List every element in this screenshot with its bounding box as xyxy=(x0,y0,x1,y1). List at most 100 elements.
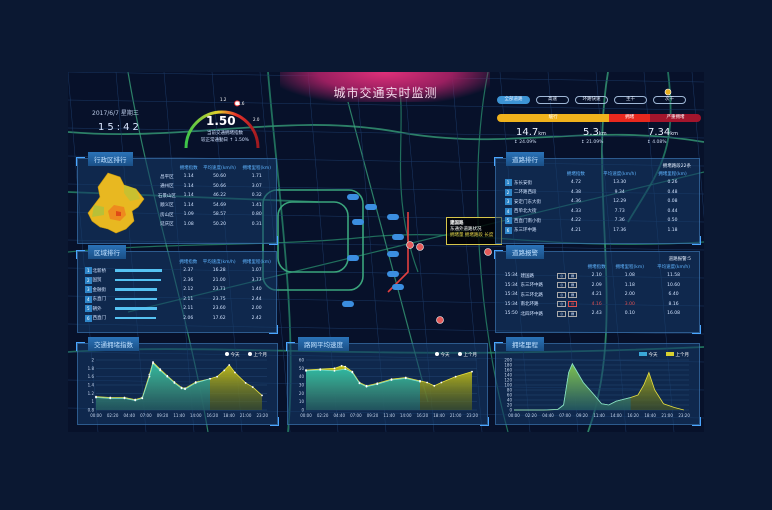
legend-item[interactable]: 今天 xyxy=(224,352,240,358)
table-row[interactable]: 通州区 1.14 50.66 3.07 xyxy=(156,182,274,192)
data-point[interactable] xyxy=(340,364,343,367)
table-row[interactable]: 15:34 东三环北路 ◎ ▤ 4.21 2.00 6.40 xyxy=(502,290,697,300)
data-point[interactable] xyxy=(419,380,421,383)
data-point[interactable] xyxy=(159,369,162,372)
map-alert-marker[interactable] xyxy=(484,248,492,256)
camera-icon[interactable]: ◎ xyxy=(557,291,567,298)
map-speed-marker[interactable] xyxy=(352,219,364,225)
tab-ring-express[interactable]: 环路快速 xyxy=(575,96,608,104)
alert-icon[interactable]: ▤ xyxy=(568,282,578,289)
data-point[interactable] xyxy=(228,364,231,366)
table-row[interactable]: 3 安定门东大街 4.36 12.29 0.08 xyxy=(502,197,697,207)
map-speed-marker[interactable] xyxy=(392,284,404,290)
table-row[interactable]: 1 北新桥 2.37 16.28 1.07 xyxy=(84,266,274,276)
data-point[interactable] xyxy=(333,369,336,372)
map-alert-marker[interactable] xyxy=(664,88,672,96)
data-point[interactable] xyxy=(344,365,347,368)
camera-icon[interactable]: ◎ xyxy=(557,301,567,308)
data-point[interactable] xyxy=(184,388,186,391)
table-row[interactable]: 2 二环路西段 4.38 9.34 0.48 xyxy=(502,188,697,198)
table-row[interactable]: 房山区 1.09 58.57 0.80 xyxy=(156,210,274,220)
table-row[interactable]: 5 西直门南小街 4.22 7.36 0.50 xyxy=(502,216,697,226)
table-row[interactable]: 石景山区 1.14 46.22 0.32 xyxy=(156,191,274,201)
table-row[interactable]: 15:34 东三环中路 ◎ ▤ 2.09 1.18 10.60 xyxy=(502,281,697,291)
data-point[interactable] xyxy=(134,399,137,402)
data-point[interactable] xyxy=(404,377,407,380)
data-point[interactable] xyxy=(305,369,307,372)
data-point[interactable] xyxy=(376,383,379,386)
data-point[interactable] xyxy=(209,377,211,380)
table-row[interactable]: 3 金融街 2.12 23.71 1.40 xyxy=(84,285,274,295)
data-point[interactable] xyxy=(123,397,126,400)
data-point[interactable] xyxy=(319,369,322,371)
table-row[interactable]: 4 西单北大街 4.33 7.73 0.44 xyxy=(502,207,697,217)
table-row[interactable]: 4 东直门 2.11 23.75 2.44 xyxy=(84,295,274,305)
tab-arterial[interactable]: 主干 xyxy=(614,96,647,104)
map-alert-marker[interactable] xyxy=(416,243,424,251)
camera-icon[interactable]: ◎ xyxy=(557,310,567,317)
map-speed-marker[interactable] xyxy=(347,194,359,200)
data-point[interactable] xyxy=(173,382,176,384)
data-point[interactable] xyxy=(194,382,197,384)
legend-item[interactable]: 今天 xyxy=(638,352,658,358)
camera-icon[interactable]: ◎ xyxy=(557,272,567,279)
table-row[interactable]: 1 东长安街 4.72 13.30 0.26 xyxy=(502,178,697,188)
table-row[interactable]: 延庆区 1.08 50.20 0.31 xyxy=(156,220,274,230)
legend-item[interactable]: 上个月 xyxy=(457,352,477,358)
tab-highway[interactable]: 高速 xyxy=(536,96,569,104)
map-speed-marker[interactable] xyxy=(387,251,399,257)
legend-item[interactable]: 上个月 xyxy=(247,352,267,358)
data-point[interactable] xyxy=(216,375,219,378)
data-point[interactable] xyxy=(251,386,254,388)
data-point[interactable] xyxy=(433,384,436,387)
tab-secondary[interactable]: 次干 xyxy=(653,96,686,104)
map-speed-marker[interactable] xyxy=(387,214,399,220)
map-alert-marker[interactable] xyxy=(406,241,414,249)
map-speed-marker[interactable] xyxy=(392,234,404,240)
data-point[interactable] xyxy=(471,370,473,373)
table-row[interactable]: 顺义区 1.14 54.69 1.41 xyxy=(156,201,274,211)
data-point[interactable] xyxy=(148,375,151,378)
data-point[interactable] xyxy=(152,362,154,365)
map-alert-marker[interactable] xyxy=(436,316,444,324)
table-row[interactable]: 6 东三环中路 4.21 17.36 1.18 xyxy=(502,226,697,236)
alert-icon[interactable]: ▤ xyxy=(568,301,578,308)
data-point[interactable] xyxy=(261,394,263,397)
data-point[interactable] xyxy=(244,382,247,384)
data-point[interactable] xyxy=(454,375,457,378)
legend-item[interactable]: 今天 xyxy=(434,352,450,358)
data-point[interactable] xyxy=(365,385,368,388)
table-row[interactable]: 15:34 南北环路 ◎ ▤ 4.16 3.00 8.16 xyxy=(502,300,697,310)
alert-icon[interactable]: ▤ xyxy=(568,310,578,317)
data-point[interactable] xyxy=(152,361,154,363)
data-point[interactable] xyxy=(166,375,169,378)
legend-item[interactable]: 上个月 xyxy=(665,352,689,358)
data-point[interactable] xyxy=(426,381,429,384)
data-point[interactable] xyxy=(109,397,112,400)
data-point[interactable] xyxy=(223,369,226,372)
data-point[interactable] xyxy=(344,368,347,371)
table-row[interactable]: 6 西直门 2.06 17.62 2.42 xyxy=(84,314,274,324)
table-row[interactable]: 昌平区 1.14 50.60 1.71 xyxy=(156,172,274,182)
tab-all-roads[interactable]: 全部道路 xyxy=(497,96,530,104)
data-point[interactable] xyxy=(141,397,144,400)
table-row[interactable]: 5 朝外 2.11 23.60 2.00 xyxy=(84,304,274,314)
table-row[interactable]: 15:50 北四环中路 ◎ ▤ 2.43 0.10 16.08 xyxy=(502,309,697,319)
alert-icon[interactable]: ▤ xyxy=(568,291,578,298)
data-point[interactable] xyxy=(390,379,393,381)
data-point[interactable] xyxy=(234,371,236,374)
map-speed-marker[interactable] xyxy=(347,255,359,261)
alert-icon[interactable]: ▤ xyxy=(568,272,578,279)
camera-icon[interactable]: ◎ xyxy=(557,282,567,289)
map-speed-marker[interactable] xyxy=(342,301,354,307)
data-point[interactable] xyxy=(351,371,354,374)
map-speed-marker[interactable] xyxy=(365,204,377,210)
district-map[interactable] xyxy=(86,171,146,237)
data-point[interactable] xyxy=(358,382,361,385)
table-row[interactable]: 2 国贸 2.36 21.00 3.77 xyxy=(84,276,274,286)
data-point[interactable] xyxy=(440,381,443,384)
map-speed-marker[interactable] xyxy=(387,271,399,277)
data-point[interactable] xyxy=(180,387,183,390)
data-point[interactable] xyxy=(333,367,336,370)
table-row[interactable]: 15:34 建国路 ◎ ▤ 2.10 1.08 11.58 xyxy=(502,271,697,281)
